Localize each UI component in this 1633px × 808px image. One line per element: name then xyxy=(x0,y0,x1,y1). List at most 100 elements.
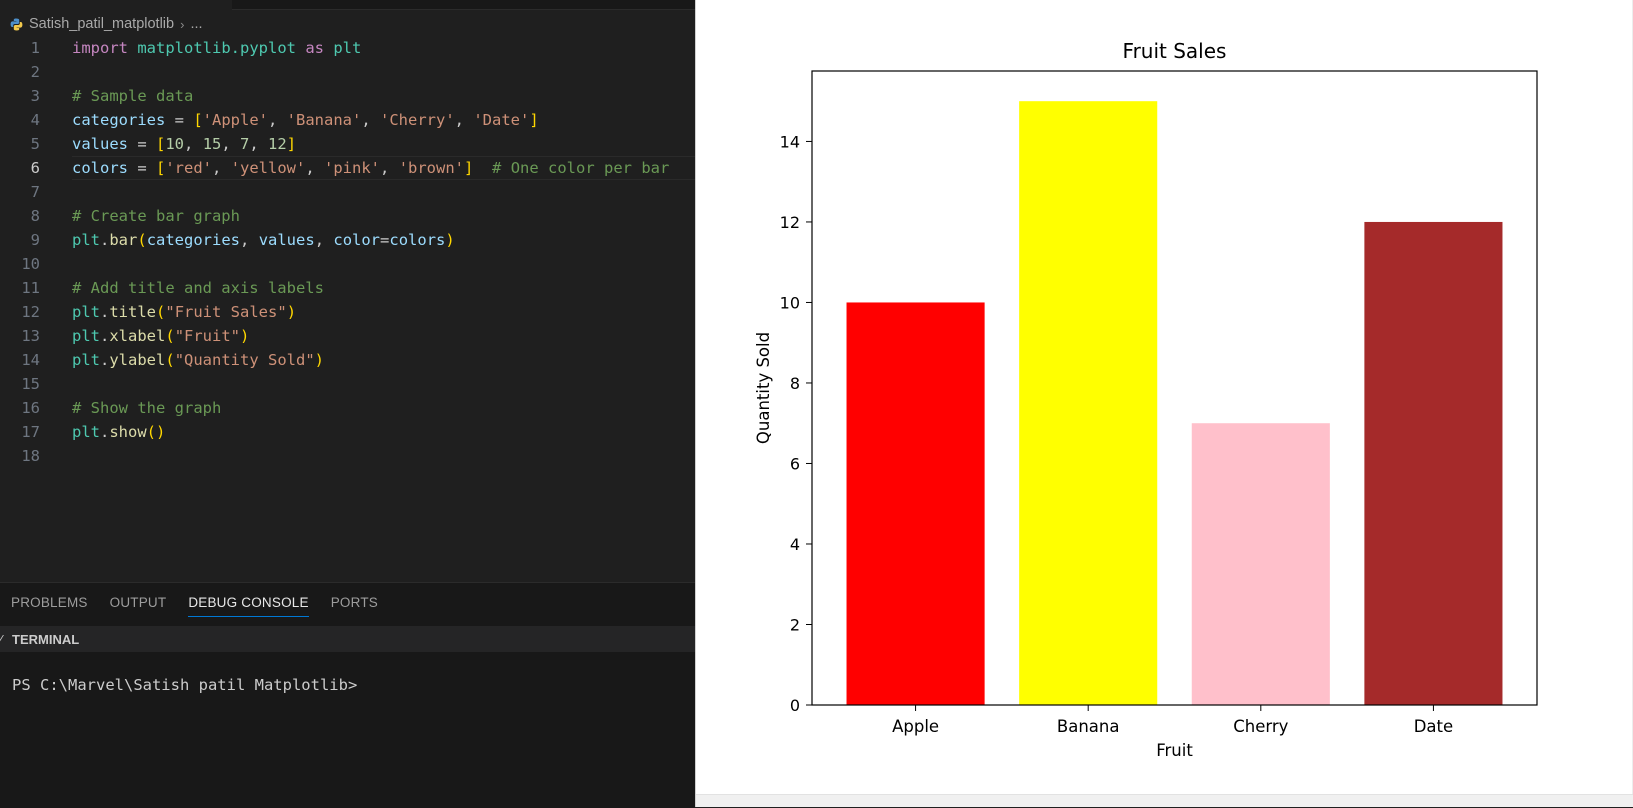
code-token: ) xyxy=(240,327,250,345)
code-line[interactable]: 15 xyxy=(0,372,695,396)
y-axis-ticks: 0 2 4 6 8 10 12 14 xyxy=(780,132,812,715)
line-number: 11 xyxy=(21,279,40,297)
y-tick-label: 14 xyxy=(780,132,800,151)
code-line[interactable]: 13 plt.xlabel("Fruit") xyxy=(0,324,695,348)
tab-ports[interactable]: PORTS xyxy=(330,595,378,610)
code-line[interactable]: 7 xyxy=(0,180,695,204)
code-token xyxy=(128,39,137,57)
code-token: , xyxy=(380,159,399,177)
tab-debug-console[interactable]: DEBUG CONSOLE xyxy=(177,583,319,623)
code-token: ] xyxy=(464,159,474,177)
code-line[interactable]: 12 plt.title("Fruit Sales") xyxy=(0,300,695,324)
line-source: plt.bar(categories, values, color=colors… xyxy=(72,228,455,252)
code-line[interactable]: 4 categories = ['Apple', 'Banana', 'Cherr… xyxy=(0,108,695,132)
y-axis-label: Quantity Sold xyxy=(754,332,773,444)
code-line[interactable]: 2 xyxy=(0,60,695,84)
code-token: categories xyxy=(72,111,166,129)
code-line[interactable]: 5 values = [10, 15, 7, 12] xyxy=(0,132,695,156)
x-tick-label: Apple xyxy=(892,717,939,736)
code-token: . xyxy=(100,303,110,321)
line-source: plt.show() xyxy=(72,420,165,444)
line-number: 7 xyxy=(30,183,40,201)
code-token: "Quantity Sold" xyxy=(174,351,315,369)
code-area[interactable]: 1 import matplotlib.pyplot as plt 2 3 # Samp… xyxy=(0,36,695,468)
line-number: 4 xyxy=(30,111,40,129)
line-source: # Sample data xyxy=(72,84,193,108)
current-line-highlight xyxy=(72,156,695,180)
code-line[interactable]: 17 plt.show() xyxy=(0,420,695,444)
code-token: 10 xyxy=(165,135,185,153)
y-tick-label: 8 xyxy=(790,374,800,393)
x-tick-label: Date xyxy=(1414,717,1453,736)
bar-apple xyxy=(846,302,985,705)
line-source: # Add title and axis labels xyxy=(72,276,324,300)
code-token: title xyxy=(109,303,157,321)
code-token: , xyxy=(184,135,203,153)
line-source: import matplotlib.pyplot as plt xyxy=(72,36,361,60)
editor-tab-strip xyxy=(232,0,695,10)
code-line[interactable]: 6 colors = ['red', 'yellow', 'pink', 'bro… xyxy=(0,156,695,180)
code-token: 'brown' xyxy=(398,159,465,177)
code-token: ] xyxy=(529,111,539,129)
code-token: 7 xyxy=(240,135,250,153)
code-token: import xyxy=(72,39,128,57)
code-token: [ xyxy=(193,111,203,129)
code-line[interactable]: 18 xyxy=(0,444,695,468)
line-number: 8 xyxy=(30,207,40,225)
code-line[interactable]: 1 import matplotlib.pyplot as plt xyxy=(0,36,695,60)
code-token: ) xyxy=(314,351,325,369)
code-token: , xyxy=(240,231,259,249)
matplotlib-figure-window: Fruit Sales 0 2 4 6 8 10 12 14 Apple Banana Cherr… xyxy=(695,0,1633,807)
terminal-section-header[interactable]: ⁄ TERMINAL xyxy=(0,626,695,652)
code-line[interactable]: 11 # Add title and axis labels xyxy=(0,276,695,300)
code-line[interactable]: 9 plt.bar(categories, values, color=color… xyxy=(0,228,695,252)
code-token: , xyxy=(221,135,241,153)
chart-title: Fruit Sales xyxy=(1123,39,1227,63)
code-token: 'yellow' xyxy=(230,159,306,177)
terminal-prompt[interactable]: PS C:\Marvel\Satish patil Matplotlib> xyxy=(12,676,358,694)
code-token: values xyxy=(258,231,315,249)
y-tick-label: 4 xyxy=(790,535,800,554)
code-token: as xyxy=(305,39,324,57)
code-token: 'pink' xyxy=(324,159,381,177)
line-number: 12 xyxy=(21,303,40,321)
chevron-down-icon[interactable]: ⁄ xyxy=(0,631,3,647)
x-tick-label: Banana xyxy=(1057,717,1120,736)
code-token: , xyxy=(305,159,325,177)
y-tick-label: 12 xyxy=(780,213,800,232)
code-token: show xyxy=(109,423,147,441)
code-token: "Fruit" xyxy=(174,327,241,345)
code-line[interactable]: 16 # Show the graph xyxy=(0,396,695,420)
line-number: 6 xyxy=(30,159,40,177)
code-token: 'Date' xyxy=(473,111,530,129)
code-token: plt xyxy=(72,423,100,441)
code-token: . xyxy=(100,231,110,249)
bar-chart: Fruit Sales 0 2 4 6 8 10 12 14 Apple Banana Cherr… xyxy=(754,39,1538,760)
x-axis-label: Fruit xyxy=(1156,741,1193,760)
code-line[interactable]: 3 # Sample data xyxy=(0,84,695,108)
bars-group xyxy=(846,101,1503,705)
code-line[interactable]: 10 xyxy=(0,252,695,276)
code-token: "Fruit Sales" xyxy=(165,303,287,321)
code-token xyxy=(296,39,305,57)
line-number: 14 xyxy=(21,351,40,369)
code-token: ) xyxy=(286,303,297,321)
code-token: ( xyxy=(165,351,175,369)
code-line[interactable]: 14 plt.ylabel("Quantity Sold") xyxy=(0,348,695,372)
tab-problems[interactable]: PROBLEMS xyxy=(11,595,88,610)
line-number: 5 xyxy=(30,135,40,153)
code-token: color xyxy=(333,231,381,249)
breadcrumb-folder[interactable]: Satish_patil_matplotlib xyxy=(29,16,175,32)
code-token: . xyxy=(100,327,110,345)
line-number: 10 xyxy=(21,255,40,273)
breadcrumb-ellipsis[interactable]: ... xyxy=(190,16,203,32)
code-token: plt xyxy=(72,327,100,345)
plot-area-frame xyxy=(811,70,1538,706)
tab-output[interactable]: OUTPUT xyxy=(109,595,167,610)
code-token: plt xyxy=(333,39,362,57)
code-token: . xyxy=(100,351,110,369)
breadcrumb[interactable]: Satish_patil_matplotlib › ... xyxy=(10,14,203,34)
line-number: 1 xyxy=(30,39,40,57)
code-line[interactable]: 8 # Create bar graph xyxy=(0,204,695,228)
code-token: bar xyxy=(109,231,138,249)
